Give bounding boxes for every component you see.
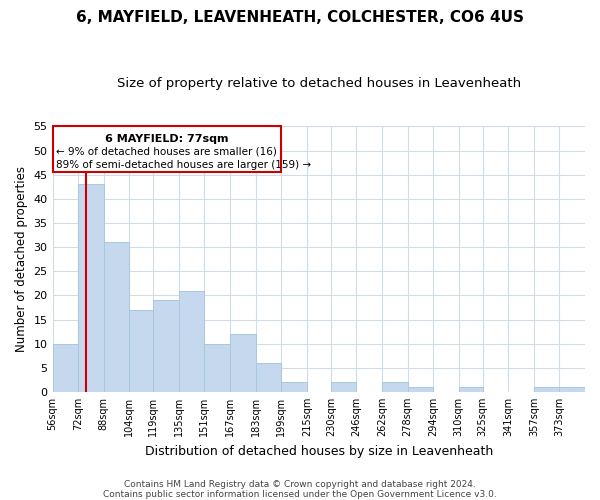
Y-axis label: Number of detached properties: Number of detached properties: [15, 166, 28, 352]
Bar: [179, 290, 205, 392]
Bar: [53, 344, 78, 392]
Bar: [407, 387, 433, 392]
Bar: [104, 242, 129, 392]
Bar: [281, 382, 307, 392]
Bar: [458, 387, 482, 392]
X-axis label: Distribution of detached houses by size in Leavenheath: Distribution of detached houses by size …: [145, 444, 493, 458]
Bar: [382, 382, 407, 392]
Text: Contains HM Land Registry data © Crown copyright and database right 2024.: Contains HM Land Registry data © Crown c…: [124, 480, 476, 489]
Bar: [534, 387, 559, 392]
Bar: [256, 363, 281, 392]
Text: Contains public sector information licensed under the Open Government Licence v3: Contains public sector information licen…: [103, 490, 497, 499]
Text: 6, MAYFIELD, LEAVENHEATH, COLCHESTER, CO6 4US: 6, MAYFIELD, LEAVENHEATH, COLCHESTER, CO…: [76, 10, 524, 25]
Bar: [78, 184, 104, 392]
Title: Size of property relative to detached houses in Leavenheath: Size of property relative to detached ho…: [117, 78, 521, 90]
Text: 89% of semi-detached houses are larger (159) →: 89% of semi-detached houses are larger (…: [56, 160, 311, 170]
Bar: [331, 382, 356, 392]
Bar: [153, 300, 179, 392]
Bar: [53, 126, 281, 172]
Bar: [205, 344, 230, 392]
Text: 6 MAYFIELD: 77sqm: 6 MAYFIELD: 77sqm: [105, 134, 229, 143]
Bar: [129, 310, 153, 392]
Text: ← 9% of detached houses are smaller (16): ← 9% of detached houses are smaller (16): [56, 146, 277, 156]
Bar: [559, 387, 585, 392]
Bar: [230, 334, 256, 392]
